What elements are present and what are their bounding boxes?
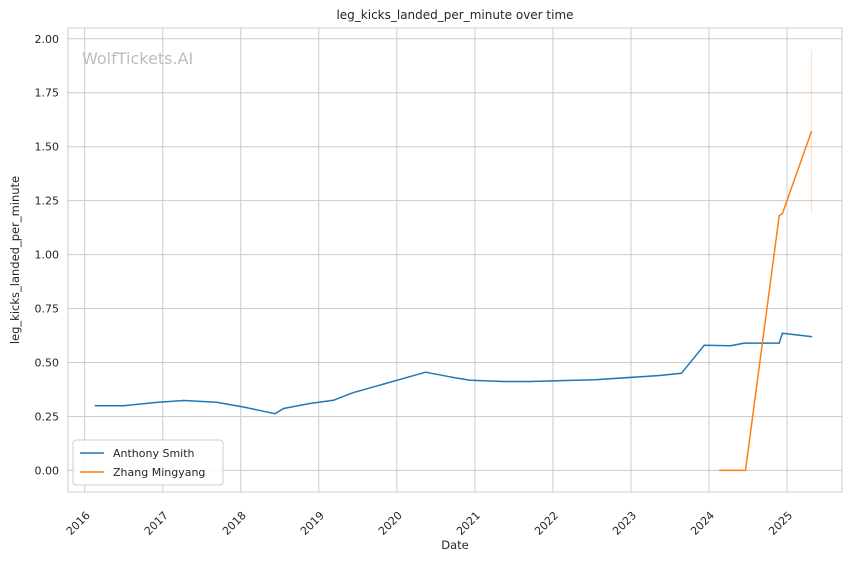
data-point-zhang-mingyang: [744, 469, 747, 472]
data-point-zhang-mingyang: [810, 130, 813, 133]
series: [94, 49, 813, 472]
y-tick-label: 0.50: [35, 357, 60, 370]
y-axis-label: leg_kicks_landed_per_minute: [8, 176, 22, 344]
data-point-zhang-mingyang: [778, 215, 780, 217]
y-tick-label: 1.50: [35, 141, 60, 154]
data-point-anthony-smith: [94, 404, 97, 407]
data-point-anthony-smith: [729, 344, 732, 347]
data-point-anthony-smith: [680, 372, 683, 375]
data-point-anthony-smith: [451, 376, 453, 378]
plot-area: [68, 28, 842, 492]
watermark: WolfTickets.AI: [82, 49, 193, 68]
y-tick-label: 0.25: [35, 410, 60, 423]
data-point-anthony-smith: [703, 344, 706, 346]
data-point-anthony-smith: [246, 407, 249, 409]
legend-entry-zhang-mingyang: Zhang Mingyang: [113, 466, 205, 479]
data-point-anthony-smith: [332, 399, 335, 402]
data-point-anthony-smith: [183, 399, 185, 402]
legend-entry-anthony-smith: Anthony Smith: [113, 447, 195, 460]
y-tick-label: 0.00: [35, 464, 60, 477]
data-point-anthony-smith: [309, 402, 311, 405]
data-point-anthony-smith: [215, 401, 218, 403]
data-point-anthony-smith: [469, 379, 471, 381]
x-axis-label: Date: [441, 538, 469, 552]
data-point-anthony-smith: [593, 379, 596, 381]
data-point-zhang-mingyang: [781, 212, 784, 215]
plot-frame: [67, 27, 843, 493]
data-point-anthony-smith: [502, 380, 505, 383]
y-tick-label: 0.75: [35, 303, 60, 316]
data-point-anthony-smith: [282, 407, 285, 410]
grid: [68, 28, 842, 492]
y-tick-label: 1.75: [35, 87, 60, 100]
chart-title: leg_kicks_landed_per_minute over time: [336, 8, 573, 22]
data-point-zhang-mingyang: [718, 469, 721, 472]
y-tick-label: 2.00: [35, 33, 60, 46]
data-point-anthony-smith: [274, 412, 276, 415]
data-point-anthony-smith: [810, 335, 813, 338]
y-tick-label: 1.25: [35, 195, 60, 208]
y-tick-label: 1.00: [35, 249, 60, 262]
y-axis-ticks: 0.00 0.25 0.50 0.75 1.00 1.25 1.50 1.75 2.00: [35, 33, 60, 478]
data-point-anthony-smith: [352, 391, 354, 394]
data-point-anthony-smith: [157, 401, 159, 403]
legend: Anthony Smith Zhang Mingyang: [72, 439, 224, 486]
data-point-anthony-smith: [743, 342, 746, 344]
data-point-anthony-smith: [781, 332, 784, 334]
data-point-anthony-smith: [778, 342, 780, 344]
legend-box: [72, 439, 224, 486]
data-point-anthony-smith: [424, 371, 427, 373]
data-point-anthony-smith: [529, 380, 531, 383]
data-point-anthony-smith: [122, 404, 125, 407]
data-point-anthony-smith: [658, 374, 661, 377]
